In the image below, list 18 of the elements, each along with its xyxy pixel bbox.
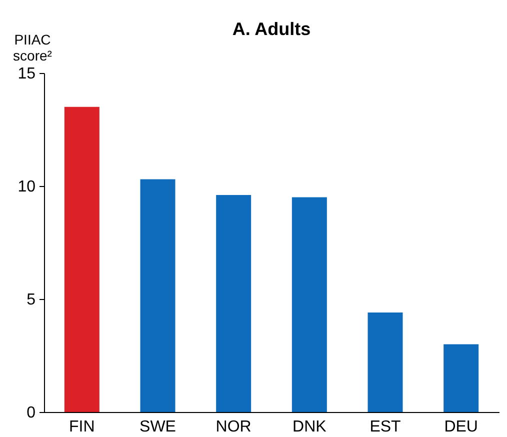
x-tick-label: DNK <box>292 418 327 436</box>
bar <box>444 344 479 412</box>
x-tick-label: DEU <box>444 418 478 436</box>
bar <box>292 197 327 412</box>
x-tick-label: FIN <box>69 418 95 436</box>
bar <box>140 179 176 412</box>
bar <box>64 106 100 412</box>
y-tick-label: 0 <box>26 404 36 422</box>
y-axis-title: PIIAC score² <box>13 32 52 64</box>
y-tick-label: 15 <box>18 66 36 82</box>
chart-title: A. Adults <box>232 19 311 39</box>
x-tick-label: EST <box>370 418 402 436</box>
y-tick-label: 5 <box>26 292 36 308</box>
bar <box>368 312 403 412</box>
x-tick-label: NOR <box>216 418 252 436</box>
x-tick-label: SWE <box>140 418 176 436</box>
y-tick-label: 10 <box>18 178 36 196</box>
bar <box>216 195 252 412</box>
